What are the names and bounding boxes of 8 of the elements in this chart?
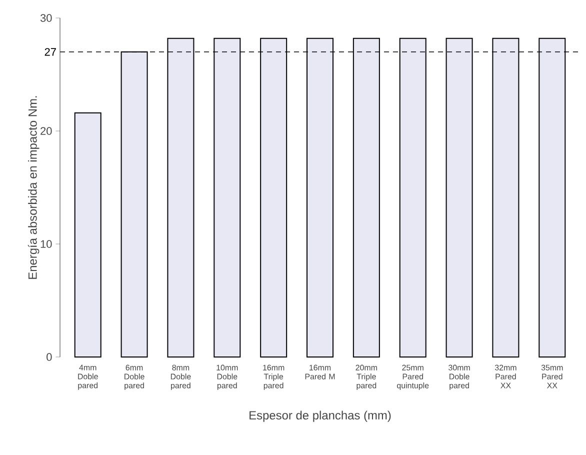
bar — [74, 112, 102, 358]
y-tick-label: 30 — [40, 14, 52, 22]
y-tick-label: 20 — [40, 127, 52, 135]
x-axis-title: Espesor de planchas (mm) — [250, 410, 391, 422]
ref-line-label: 27 — [44, 48, 56, 56]
y-tick-label: 0 — [46, 353, 52, 361]
y-axis-title: Energía absorbida en impacto Nm. — [28, 96, 40, 279]
y-tick-label: 10 — [40, 240, 52, 248]
